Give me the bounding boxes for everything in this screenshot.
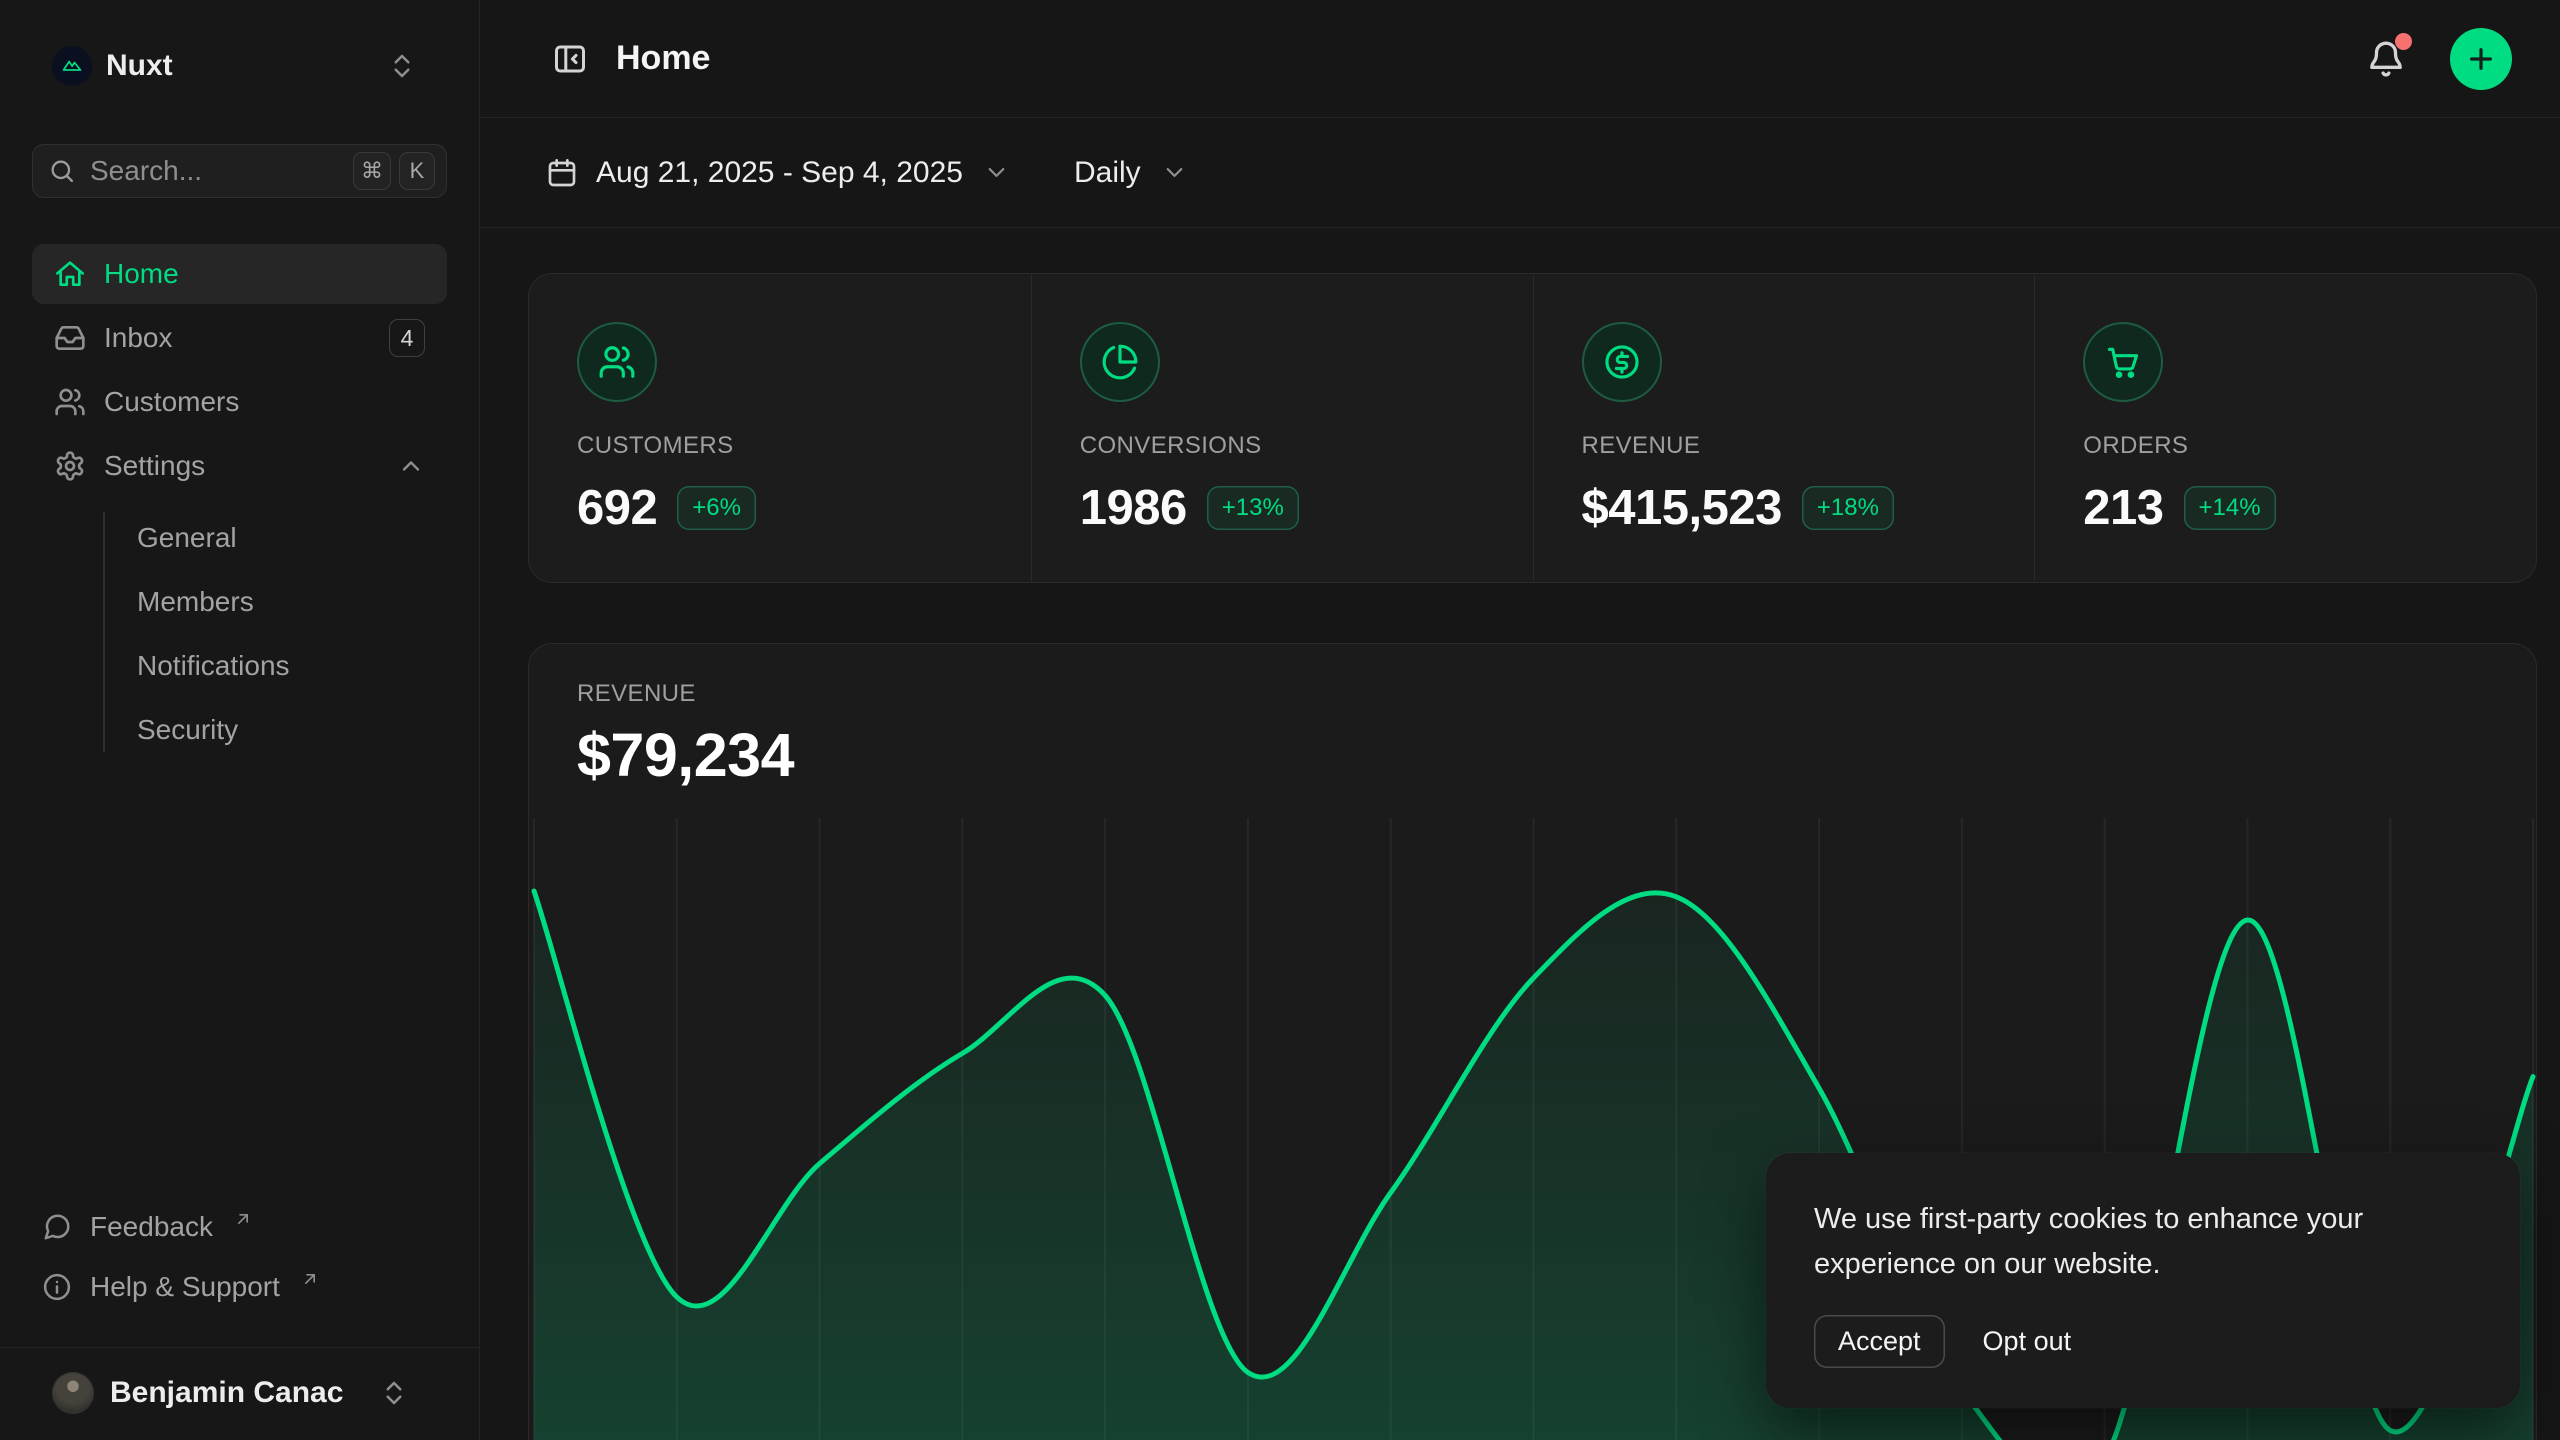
info-icon — [42, 1272, 72, 1302]
opt-out-button[interactable]: Opt out — [1979, 1315, 2076, 1368]
period-select[interactable]: Daily — [1074, 156, 1188, 190]
circle-dollar-icon — [1582, 322, 1662, 402]
header-actions — [2360, 28, 2512, 90]
stat-label: CONVERSIONS — [1080, 432, 1485, 460]
feedback-link[interactable]: Feedback — [32, 1197, 447, 1257]
sub-item-label: Security — [137, 714, 238, 746]
date-range-value: Aug 21, 2025 - Sep 4, 2025 — [596, 156, 963, 190]
workspace-selector[interactable]: Nuxt — [52, 26, 437, 106]
user-name: Benjamin Canac — [110, 1376, 343, 1410]
sidebar-spacer — [32, 762, 447, 1197]
revenue-chart-value: $79,234 — [577, 720, 2488, 790]
stat-delta-badge: +14% — [2184, 486, 2276, 530]
users-icon — [54, 386, 86, 418]
search-input[interactable] — [90, 155, 345, 187]
users-icon — [577, 322, 657, 402]
notification-dot — [2395, 33, 2412, 50]
help-support-link[interactable]: Help & Support — [32, 1257, 447, 1317]
sidebar-item-security[interactable]: Security — [137, 698, 447, 762]
help-support-label: Help & Support — [90, 1271, 280, 1303]
sidebar-item-label: Customers — [104, 386, 239, 418]
stat-conversions[interactable]: CONVERSIONS 1986 +13% — [1031, 274, 1533, 582]
stats-card: CUSTOMERS 692 +6% CONVERSIONS 1986 +13% … — [528, 273, 2537, 583]
sidebar-item-notifications[interactable]: Notifications — [137, 634, 447, 698]
sidebar-item-members[interactable]: Members — [137, 570, 447, 634]
nuxt-logo-icon — [52, 46, 92, 86]
sidebar-item-general[interactable]: General — [137, 506, 447, 570]
stat-label: REVENUE — [1582, 432, 1987, 460]
kbd-k: K — [399, 152, 435, 190]
revenue-chart-header: REVENUE $79,234 — [529, 644, 2536, 818]
sidebar: Nuxt ⌘ K Home Inbox 4 Customers Settings… — [0, 0, 480, 1440]
chevron-up-icon — [397, 452, 425, 480]
stat-delta-badge: +6% — [677, 486, 756, 530]
stat-delta-badge: +18% — [1802, 486, 1894, 530]
sub-item-label: Members — [137, 586, 254, 618]
cookie-actions: Accept Opt out — [1814, 1315, 2472, 1368]
calendar-icon — [546, 157, 578, 189]
stat-delta-badge: +13% — [1207, 486, 1299, 530]
stat-value: 213 — [2083, 480, 2163, 536]
stat-value: 1986 — [1080, 480, 1187, 536]
add-button[interactable] — [2450, 28, 2512, 90]
sidebar-item-label: Inbox — [104, 322, 173, 354]
inbox-count-badge: 4 — [389, 319, 425, 357]
stat-customers[interactable]: CUSTOMERS 692 +6% — [529, 274, 1031, 582]
stat-revenue[interactable]: REVENUE $415,523 +18% — [1533, 274, 2035, 582]
cookie-banner: We use first-party cookies to enhance yo… — [1766, 1153, 2520, 1408]
search-bar[interactable]: ⌘ K — [32, 144, 447, 198]
panel-left-close-icon — [552, 41, 588, 77]
notifications-button[interactable] — [2360, 33, 2412, 85]
page-title: Home — [616, 39, 710, 78]
search-icon — [48, 157, 76, 185]
stat-value: 692 — [577, 480, 657, 536]
sidebar-item-label: Home — [104, 258, 179, 290]
feedback-label: Feedback — [90, 1211, 213, 1243]
external-link-icon — [233, 1209, 253, 1229]
collapse-sidebar-button[interactable] — [546, 35, 594, 83]
external-link-icon — [300, 1269, 320, 1289]
settings-subnav: General Members Notifications Security — [103, 506, 447, 762]
avatar — [52, 1372, 94, 1414]
home-icon — [54, 258, 86, 290]
chevron-down-icon — [983, 159, 1010, 186]
pie-chart-icon — [1080, 322, 1160, 402]
sidebar-item-settings[interactable]: Settings — [32, 436, 447, 496]
chevron-down-icon — [1161, 159, 1188, 186]
message-circle-icon — [42, 1212, 72, 1242]
shopping-cart-icon — [2083, 322, 2163, 402]
inbox-icon — [54, 322, 86, 354]
gear-icon — [54, 450, 86, 482]
workspace-name: Nuxt — [106, 49, 173, 83]
filters-toolbar: Aug 21, 2025 - Sep 4, 2025 Daily — [480, 118, 2560, 228]
sub-item-label: General — [137, 522, 237, 554]
user-menu[interactable]: Benjamin Canac — [32, 1362, 447, 1414]
revenue-chart-label: REVENUE — [577, 680, 2488, 708]
plus-icon — [2465, 43, 2497, 75]
period-value: Daily — [1074, 156, 1141, 190]
stat-label: CUSTOMERS — [577, 432, 983, 460]
sidebar-item-home[interactable]: Home — [32, 244, 447, 304]
sub-item-label: Notifications — [137, 650, 290, 682]
cookie-message: We use first-party cookies to enhance yo… — [1814, 1197, 2472, 1287]
chevrons-up-down-icon — [379, 1378, 409, 1408]
kbd-command: ⌘ — [353, 152, 391, 190]
accept-button[interactable]: Accept — [1814, 1315, 1945, 1368]
stat-value: $415,523 — [1582, 480, 1782, 536]
sidebar-item-inbox[interactable]: Inbox 4 — [32, 308, 447, 368]
stat-orders[interactable]: ORDERS 213 +14% — [2034, 274, 2536, 582]
page-header: Home — [480, 0, 2560, 118]
chevrons-up-down-icon — [387, 51, 417, 81]
stat-label: ORDERS — [2083, 432, 2488, 460]
sidebar-item-label: Settings — [104, 450, 205, 482]
sidebar-item-customers[interactable]: Customers — [32, 372, 447, 432]
sidebar-nav: Home Inbox 4 Customers Settings General … — [32, 244, 447, 762]
date-range-picker[interactable]: Aug 21, 2025 - Sep 4, 2025 — [546, 156, 1010, 190]
sidebar-divider — [0, 1347, 479, 1348]
